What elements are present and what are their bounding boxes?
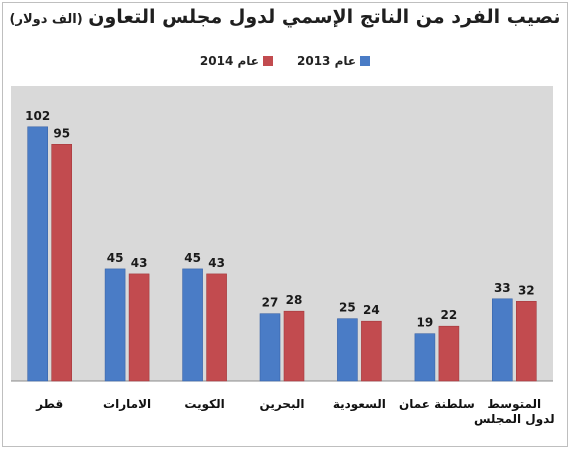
bar-2013-1 [104, 268, 126, 382]
category-label-2: الكويت [184, 397, 225, 411]
bar-2013-5 [414, 333, 436, 382]
data-label-2014-4: 24 [363, 303, 380, 317]
category-label-6: المتوسط لدول المجلس [473, 397, 555, 426]
plot-area [11, 86, 553, 381]
bar-2014-6 [515, 300, 537, 382]
data-label-2014-2: 43 [208, 256, 225, 270]
data-label-2014-5: 22 [441, 308, 458, 322]
legend-swatch-2013 [360, 56, 371, 66]
bar-2014-5 [438, 325, 460, 382]
data-label-2013-3: 27 [262, 296, 279, 310]
data-label-2014-6: 32 [518, 283, 535, 297]
legend-item-2014: عام 2014 [200, 52, 273, 70]
data-label-2013-1: 45 [107, 251, 124, 265]
bar-2014-1 [128, 273, 150, 382]
chart-title-main: نصيب الفرد من الناتج الإسمي لدول مجلس ال… [88, 6, 561, 28]
legend-label-2013: عام 2013 [297, 54, 357, 68]
data-label-2013-0: 102 [25, 109, 50, 123]
bar-2014-0 [51, 144, 73, 382]
data-label-2013-5: 19 [417, 316, 434, 330]
data-label-2013-2: 45 [184, 251, 201, 265]
legend-label-2014: عام 2014 [199, 54, 259, 68]
data-label-2013-6: 33 [494, 281, 511, 295]
data-label-2014-1: 43 [131, 256, 148, 270]
chart-legend: عام 2013 عام 2014 [0, 52, 570, 70]
bar-2014-3 [283, 310, 305, 382]
bar-2014-4 [361, 320, 382, 382]
chart-title-unit: (الف دولار) [9, 12, 83, 27]
category-label-0: قطر [36, 397, 64, 411]
bar-2013-4 [337, 318, 358, 382]
bar-2013-2 [182, 268, 203, 382]
category-label-3: البحرين [259, 397, 305, 411]
legend-swatch-2014 [263, 56, 273, 66]
data-label-2013-4: 25 [339, 301, 356, 315]
category-label-5: سلطنة عمان [399, 397, 475, 411]
data-label-2014-0: 95 [53, 126, 70, 140]
bar-2013-3 [259, 313, 281, 382]
category-label-4: السعودية [332, 397, 386, 411]
bar-2013-0 [27, 126, 49, 382]
chart-title: نصيب الفرد من الناتج الإسمي لدول مجلس ال… [0, 6, 570, 28]
bar-2013-6 [491, 298, 513, 382]
legend-item-2013: عام 2013 [297, 52, 371, 70]
category-label-1: الامارات [103, 397, 152, 411]
bar-2014-2 [206, 273, 227, 382]
data-label-2014-3: 28 [286, 293, 303, 307]
